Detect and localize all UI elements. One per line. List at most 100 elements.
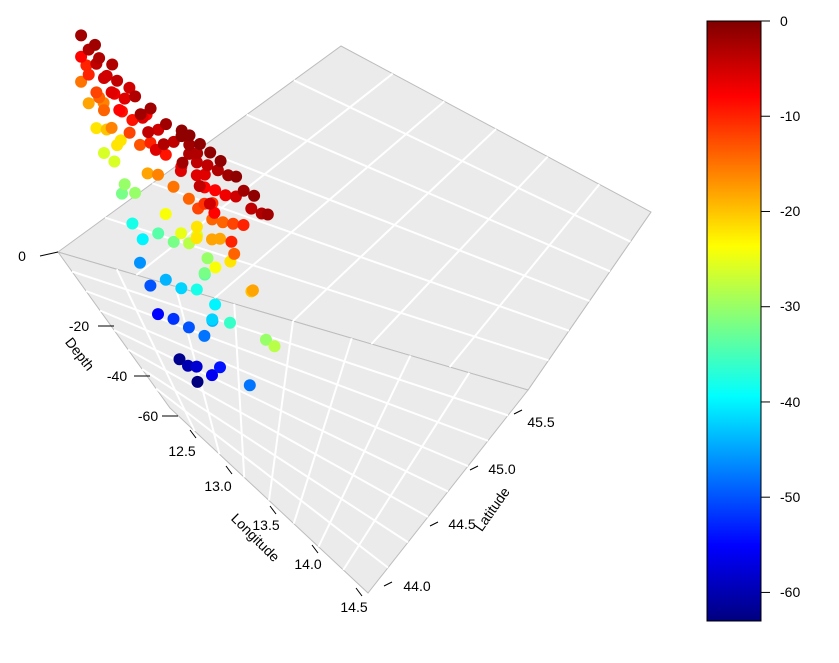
data-point (134, 108, 147, 121)
data-point (105, 86, 118, 99)
x-tick-mark (269, 505, 277, 515)
y-tick-label-2: 45.0 (488, 461, 515, 477)
data-point (108, 155, 121, 168)
data-point (183, 138, 196, 151)
x-tick-mark (189, 429, 197, 439)
z-tick-label-1: -20 (69, 318, 89, 334)
data-point (176, 156, 189, 169)
x-tick-mark (355, 587, 363, 597)
z-tick-mark (39, 251, 59, 257)
y-tick-label-0: 44.0 (403, 578, 430, 594)
y-tick-mark (469, 465, 479, 471)
colorbar-tick-label-2: -20 (780, 203, 800, 219)
data-point (90, 86, 103, 99)
data-point (126, 217, 139, 230)
data-point (159, 208, 172, 220)
data-point (159, 273, 172, 286)
data-points (75, 29, 281, 392)
data-point (106, 58, 119, 71)
data-point (243, 379, 256, 392)
data-point (114, 134, 127, 147)
data-point (89, 38, 101, 51)
data-point (206, 369, 218, 382)
y-tick-label-3: 45.5 (527, 414, 554, 430)
colorbar: 0 -10 -20 -30 -40 -50 -60 (706, 13, 800, 622)
data-point (152, 227, 165, 240)
data-point (209, 261, 222, 274)
data-point (160, 118, 172, 131)
data-point (157, 138, 170, 151)
colorbar-tick-label-0: 0 (780, 13, 788, 29)
y-axis-title: Latitude (471, 484, 513, 534)
data-point (209, 298, 222, 311)
data-point (183, 129, 196, 142)
data-point (118, 92, 131, 105)
colorbar-tick-label-6: -60 (780, 584, 800, 600)
data-point (190, 220, 203, 233)
data-point (182, 321, 195, 334)
back-gridline (293, 79, 631, 243)
data-point (214, 155, 227, 167)
data-point (111, 74, 124, 87)
colorbar-tick-label-1: -10 (780, 108, 800, 124)
z-tick-marks (39, 251, 178, 417)
data-point (141, 167, 154, 180)
data-point (227, 217, 240, 230)
data-point (129, 90, 142, 103)
data-point (75, 50, 88, 63)
data-point (190, 156, 203, 169)
data-point (152, 168, 164, 181)
data-point (167, 312, 180, 325)
data-point (75, 29, 88, 42)
data-point (219, 189, 232, 202)
data-point (208, 206, 221, 219)
x-tick-marks (189, 429, 363, 597)
data-point (82, 68, 95, 81)
data-point (193, 138, 206, 150)
data-point (246, 284, 259, 297)
data-point (98, 104, 110, 117)
x-tick-label-3: 14.0 (294, 556, 321, 572)
data-point (225, 235, 238, 248)
x-tick-label-1: 13.0 (204, 478, 231, 494)
floor-gridline (317, 355, 412, 548)
data-point (230, 170, 243, 183)
data-point (144, 279, 157, 292)
colorbar-tick-label-4: -40 (780, 394, 800, 410)
floor-gridline (342, 372, 471, 571)
data-point (129, 186, 142, 199)
floor-gridline (99, 309, 469, 468)
data-point (260, 333, 272, 346)
z-tick-label-2: -40 (107, 368, 127, 384)
floor-gridline (113, 329, 449, 493)
data-point (159, 148, 172, 161)
data-point (193, 180, 206, 192)
data-point (198, 168, 211, 181)
data-point (209, 184, 222, 197)
data-point (224, 316, 236, 329)
data-point (268, 340, 281, 353)
data-point (182, 192, 195, 205)
data-point (167, 235, 180, 248)
z-axis-title: Depth (62, 334, 98, 373)
data-point (175, 282, 188, 295)
data-point (198, 267, 211, 280)
data-point (198, 329, 211, 342)
x-tick-mark (311, 544, 319, 554)
data-point (100, 69, 113, 82)
data-point (203, 197, 216, 210)
colorbar-tick-label-3: -30 (780, 298, 800, 314)
data-point (245, 202, 258, 215)
x-tick-label-4: 14.5 (340, 599, 367, 615)
colorbar-gradient (706, 20, 762, 622)
data-point (190, 360, 203, 373)
data-point (134, 138, 146, 151)
y-tick-marks (383, 409, 523, 587)
data-point (123, 126, 136, 139)
x-tick-label-2: 13.5 (252, 517, 279, 533)
data-point (116, 187, 128, 200)
y-tick-mark (383, 581, 393, 587)
data-point (173, 353, 186, 366)
data-point (142, 126, 155, 139)
